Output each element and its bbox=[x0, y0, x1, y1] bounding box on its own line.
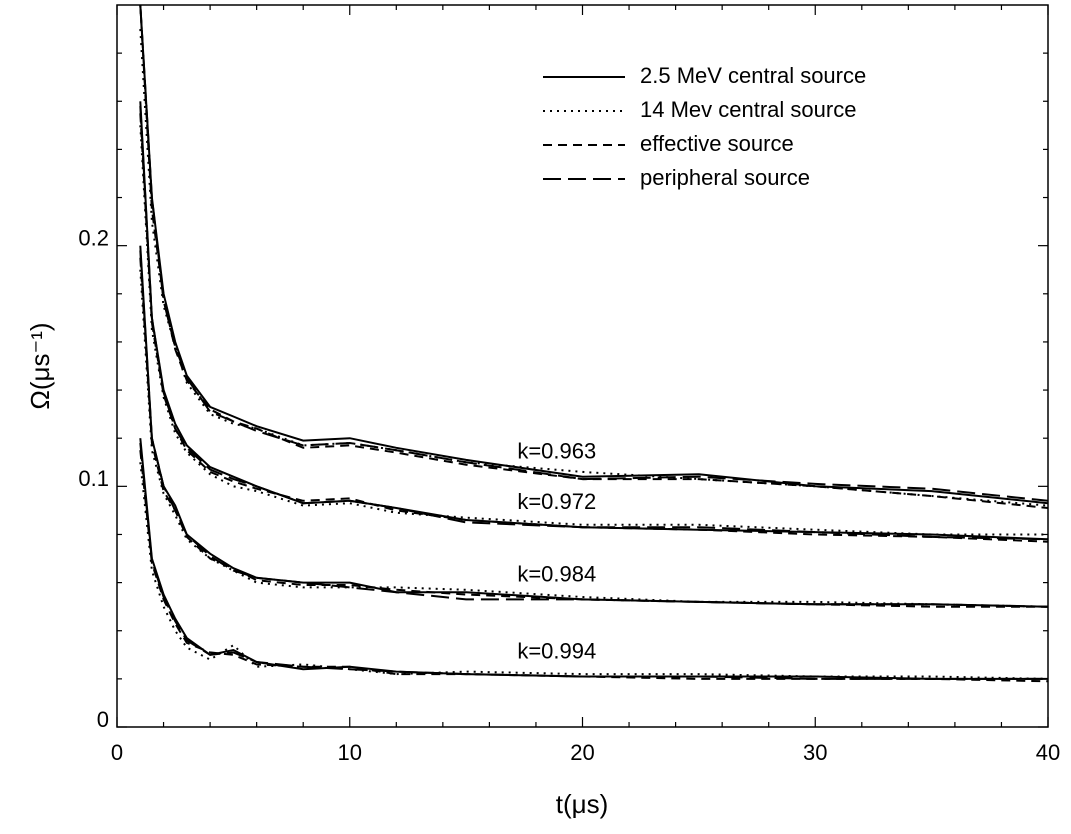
plot-frame bbox=[116, 4, 1049, 728]
y-tick-label: 0.2 bbox=[78, 225, 109, 250]
data-line bbox=[139, 250, 1048, 608]
data-line bbox=[139, 5, 1048, 505]
x-tick-label: 40 bbox=[1036, 740, 1060, 765]
curves bbox=[139, 5, 1048, 683]
data-line bbox=[139, 5, 1048, 502]
data-line bbox=[139, 245, 1048, 608]
data-line bbox=[139, 29, 1048, 507]
y-axis-title: Ω(μs⁻¹) bbox=[25, 322, 55, 409]
legend-label: 2.5 MeV central source bbox=[640, 63, 866, 88]
x-tick-label: 20 bbox=[570, 740, 594, 765]
data-line bbox=[139, 101, 1048, 541]
x-axis-title: t(μs) bbox=[556, 789, 609, 819]
data-line bbox=[139, 125, 1048, 536]
y-tick-label: 0 bbox=[97, 707, 109, 732]
y-tick-label: 0.1 bbox=[78, 466, 109, 491]
legend-label: peripheral source bbox=[640, 165, 810, 190]
curve-label: k=0.984 bbox=[517, 561, 596, 586]
x-tick-label: 0 bbox=[111, 740, 123, 765]
x-tick-label: 30 bbox=[803, 740, 827, 765]
curve-label: k=0.963 bbox=[517, 439, 596, 464]
legend-label: 14 Mev central source bbox=[640, 97, 856, 122]
legend-label: effective source bbox=[640, 131, 794, 156]
data-line bbox=[139, 442, 1048, 680]
curve-label: k=0.994 bbox=[517, 638, 596, 663]
x-tick-label: 10 bbox=[338, 740, 362, 765]
data-line bbox=[139, 106, 1048, 541]
data-line bbox=[139, 5, 1048, 509]
curve-label: k=0.972 bbox=[517, 489, 596, 514]
